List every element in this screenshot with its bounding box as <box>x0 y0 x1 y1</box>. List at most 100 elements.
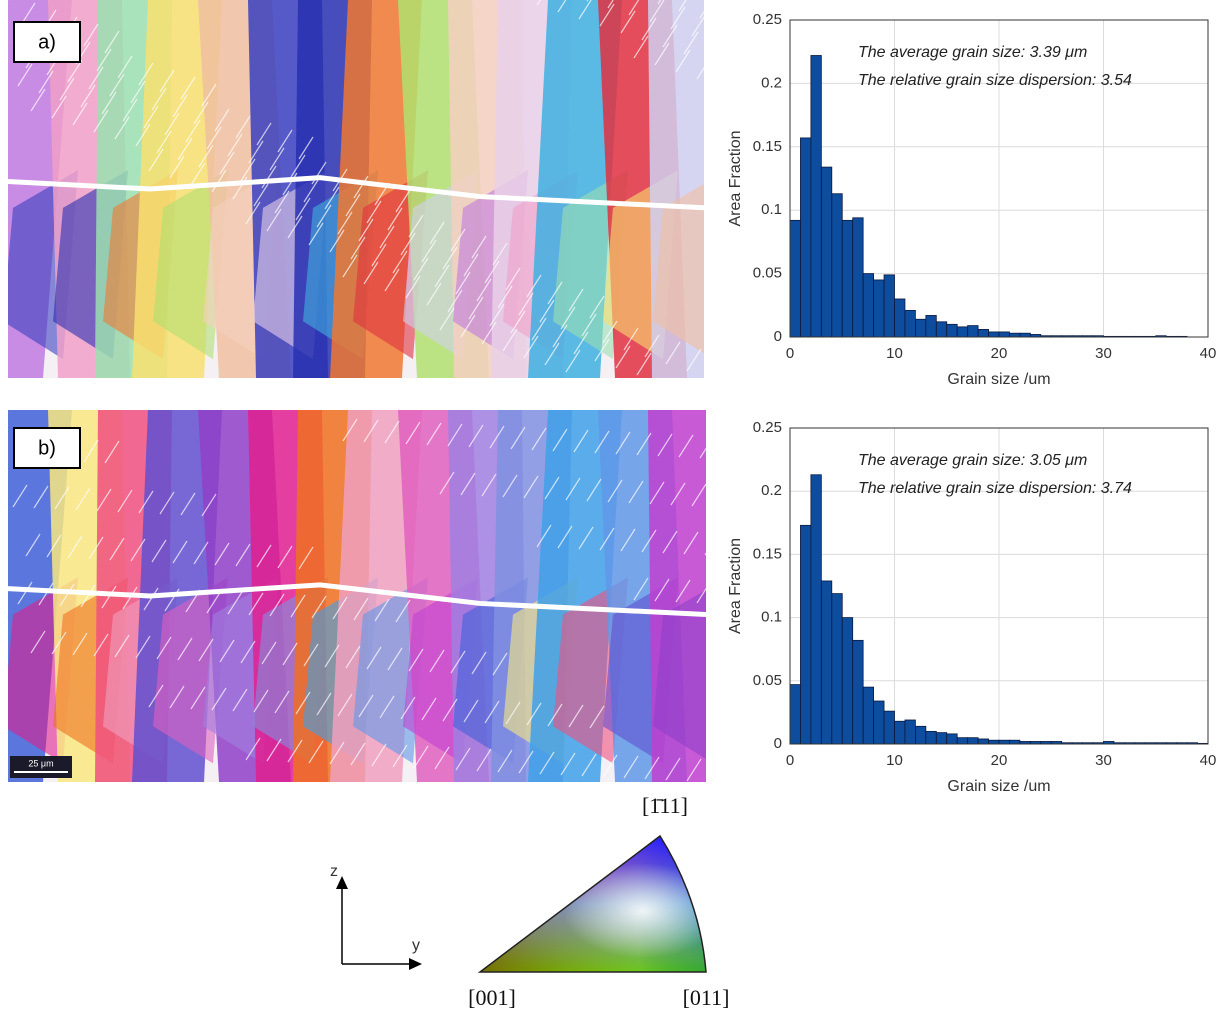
texture <box>298 136 314 160</box>
texture <box>429 649 445 673</box>
texture <box>468 296 484 320</box>
texture <box>615 345 631 369</box>
texture <box>33 485 49 509</box>
texture <box>256 544 272 568</box>
bar <box>883 274 895 338</box>
texture <box>101 585 117 609</box>
texture <box>298 546 314 570</box>
texture <box>439 471 455 495</box>
texture <box>686 348 702 372</box>
y-tick-label: 0.15 <box>753 138 782 155</box>
texture <box>277 129 293 153</box>
texture <box>413 257 429 281</box>
texture <box>337 693 353 717</box>
texture <box>366 646 382 670</box>
texture <box>206 126 222 150</box>
texture <box>384 420 400 444</box>
texture <box>363 419 379 443</box>
x-axis-label: Grain size /um <box>947 371 1050 388</box>
texture <box>607 0 614 9</box>
texture <box>138 62 154 86</box>
texture <box>96 48 112 72</box>
texture <box>17 63 33 87</box>
bar <box>894 298 906 338</box>
texture <box>235 115 251 139</box>
texture <box>122 98 138 122</box>
texture <box>578 0 592 20</box>
texture <box>649 481 665 505</box>
texture <box>675 49 691 73</box>
bar <box>1009 332 1021 338</box>
texture <box>536 0 541 6</box>
bar <box>800 524 812 745</box>
texture <box>565 477 581 501</box>
texture <box>350 236 366 260</box>
texture <box>450 228 466 252</box>
texture <box>177 637 193 661</box>
y-tick-label: 0 <box>774 735 782 752</box>
bar <box>862 686 875 745</box>
annotation: The relative grain size dispersion: 3.74 <box>858 480 1132 497</box>
texture <box>442 698 458 722</box>
texture <box>641 529 657 553</box>
texture <box>395 599 411 623</box>
ipf-corner: [001] <box>468 985 516 1010</box>
texture <box>358 694 374 718</box>
texture <box>476 278 492 302</box>
texture <box>691 16 704 37</box>
texture <box>539 299 555 323</box>
texture <box>67 59 83 83</box>
texture <box>623 327 639 351</box>
texture <box>130 80 146 104</box>
texture <box>190 686 206 710</box>
texture <box>665 757 681 781</box>
texture <box>615 431 631 455</box>
texture <box>75 487 91 511</box>
texture <box>602 320 618 344</box>
texture <box>266 208 282 232</box>
bar <box>904 309 916 338</box>
texture <box>492 652 508 676</box>
texture <box>114 116 130 140</box>
texture <box>594 430 610 454</box>
texture <box>400 232 416 256</box>
texture <box>83 23 99 47</box>
texture <box>536 524 552 548</box>
texture <box>636 352 652 376</box>
texture <box>88 536 104 560</box>
texture <box>460 314 476 338</box>
texture <box>657 433 673 457</box>
texture <box>316 204 332 228</box>
bar <box>935 321 948 338</box>
texture <box>353 175 369 199</box>
bar <box>915 318 927 338</box>
texture <box>143 587 159 611</box>
texture <box>80 84 96 108</box>
bar <box>831 593 843 745</box>
texture <box>384 268 400 292</box>
texture <box>290 154 306 178</box>
texture <box>463 253 479 277</box>
texture <box>93 633 109 657</box>
y-tick-label: 0.05 <box>753 672 782 689</box>
texture <box>510 426 526 450</box>
texture <box>568 704 584 728</box>
texture <box>387 647 403 671</box>
texture <box>623 755 639 779</box>
texture <box>30 88 46 112</box>
texture <box>426 422 442 446</box>
x-tick-label: 20 <box>991 345 1008 362</box>
y-tick-label: 0.15 <box>753 545 782 562</box>
y-tick-label: 0.05 <box>753 265 782 282</box>
texture <box>489 303 505 327</box>
texture <box>72 632 88 656</box>
texture <box>683 531 699 555</box>
texture <box>439 307 455 331</box>
texture <box>678 0 687 12</box>
texture <box>489 425 505 449</box>
y-tick-label: 0.1 <box>761 201 782 218</box>
x-tick-label: 0 <box>786 752 794 769</box>
y-tick-label: 0.2 <box>761 482 782 499</box>
texture <box>523 475 539 499</box>
